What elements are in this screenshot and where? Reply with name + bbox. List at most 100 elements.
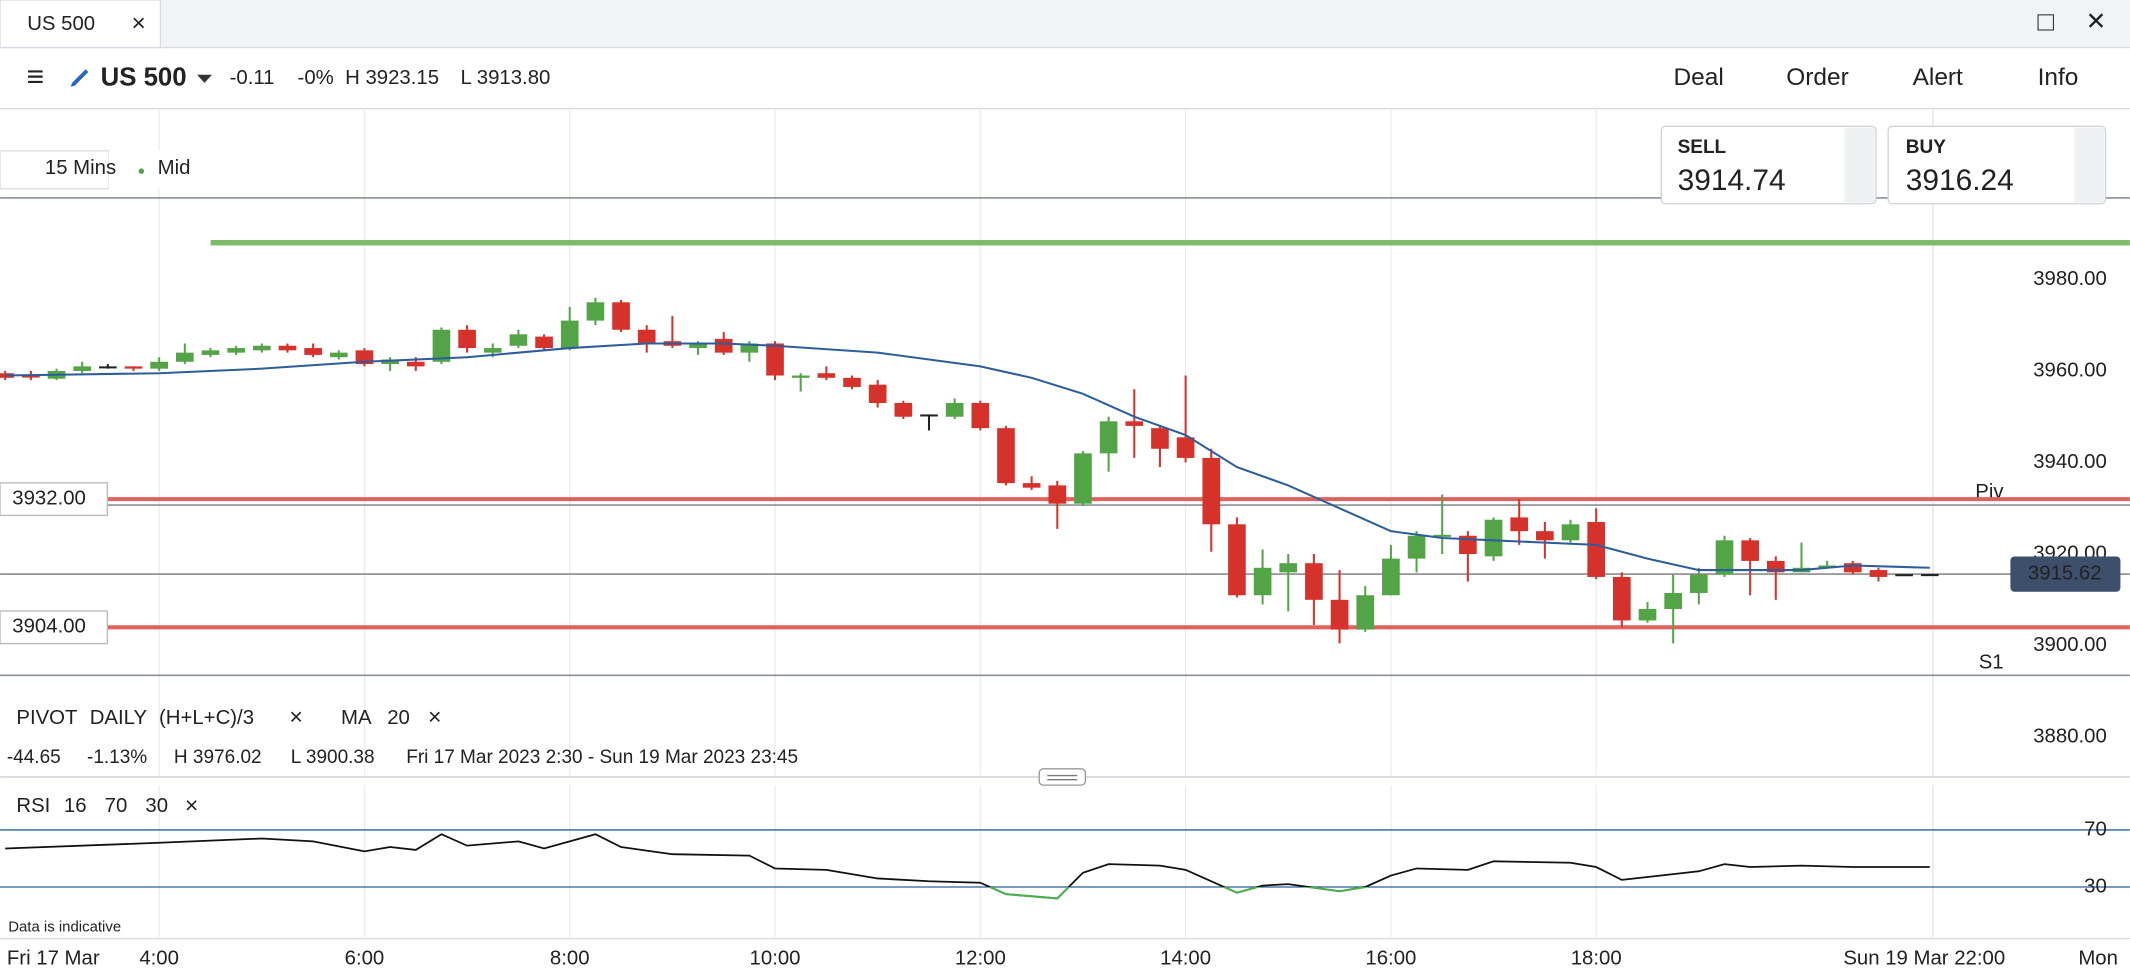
legend-box	[0, 150, 110, 190]
alert-box	[0, 482, 109, 517]
candle-body	[1433, 534, 1452, 537]
candle-body	[1869, 570, 1888, 577]
candle-body	[1202, 457, 1221, 525]
candle-body	[791, 375, 810, 378]
sell-price[interactable]: 3914.74	[1678, 164, 1786, 197]
candle-body	[1228, 524, 1246, 596]
last-price-label: 3915.62	[2028, 562, 2102, 584]
candle-body	[1484, 519, 1503, 557]
buy-price[interactable]: 3916.24	[1906, 164, 2014, 197]
tab[interactable]	[0, 0, 162, 49]
ma-line	[5, 342, 1930, 572]
price-type[interactable]: Mid	[158, 157, 191, 179]
candle-body	[252, 345, 271, 351]
order-button[interactable]: Order	[1786, 64, 1848, 91]
candle-body	[766, 343, 784, 376]
interval[interactable]: 15 Mins	[45, 157, 116, 179]
sell-label[interactable]: SELL	[1678, 137, 1727, 158]
legend-dot	[138, 168, 145, 174]
candle-body	[22, 375, 40, 378]
rsi-upper: 70	[105, 795, 128, 817]
disclaimer: Data is indicative	[8, 919, 121, 936]
candle-body	[1407, 535, 1426, 559]
x-tick-label: 12:00	[955, 947, 1006, 969]
remove-ma[interactable]: ×	[428, 704, 441, 730]
instrument[interactable]: US 500	[101, 64, 187, 92]
instrument-dropdown[interactable]	[197, 74, 212, 83]
candle-body	[1022, 483, 1041, 488]
session-low: L 3913.80	[461, 67, 551, 89]
rsi-label: RSI	[16, 795, 50, 817]
start-date: Fri 17 Mar	[7, 947, 100, 969]
candle-body	[817, 373, 836, 378]
weekend-label: Sun 19 Mar 22:00	[1843, 947, 2005, 969]
menu-button[interactable]: ≡	[27, 61, 44, 94]
rsi-oversold-line	[987, 886, 1368, 900]
candle-body	[1279, 563, 1298, 573]
candle-body	[920, 414, 938, 417]
candle-body	[1305, 563, 1323, 600]
x-tick-label: 10:00	[750, 947, 801, 969]
candle-body	[894, 402, 913, 417]
buy-strip	[2074, 127, 2105, 203]
range-change: -44.65	[7, 747, 61, 768]
candle-body	[1330, 599, 1349, 630]
candle-body	[150, 361, 168, 369]
tab-bar	[0, 0, 2130, 48]
candle-body	[1766, 560, 1785, 573]
ma-length: 20	[387, 707, 410, 729]
rsi-line	[5, 833, 1930, 900]
candle-body	[381, 359, 399, 365]
alert-button[interactable]: Alert	[1913, 64, 1963, 91]
rsi-length: 16	[64, 795, 87, 817]
candle-body	[278, 345, 297, 351]
candle-body	[329, 352, 348, 358]
sell-box[interactable]	[1660, 125, 1877, 205]
ma-label: MA	[341, 707, 372, 729]
candle-body	[714, 338, 733, 353]
candle-body	[406, 361, 425, 367]
remove-rsi[interactable]: ×	[185, 792, 198, 818]
candle-body	[868, 384, 887, 403]
candle-body	[1356, 595, 1375, 630]
candle-body	[73, 366, 92, 371]
candle-body	[612, 302, 630, 330]
rsi-lower: 30	[145, 795, 168, 817]
candle-body	[1741, 540, 1759, 561]
candle-body	[201, 350, 220, 355]
close-button[interactable]: ✕	[2086, 9, 2106, 36]
change: -0.11	[230, 67, 275, 89]
candle-body	[1382, 558, 1400, 596]
candle-body	[535, 336, 553, 349]
info-button[interactable]: Info	[2038, 64, 2079, 91]
x-tick-label: 16:00	[1365, 947, 1416, 969]
remove-pivot[interactable]: ×	[289, 704, 302, 730]
buy-box[interactable]	[1887, 125, 2107, 205]
rsi-level-label: 30	[2084, 875, 2107, 897]
candle-body	[1895, 574, 1913, 577]
candle-body	[1151, 428, 1169, 449]
candle-body	[1176, 437, 1195, 458]
candle-body	[1561, 524, 1580, 541]
candle-body	[1587, 522, 1606, 577]
y-tick-label: 3980.00	[2033, 268, 2107, 290]
y-tick-label: 3900.00	[2033, 634, 2107, 656]
tab-close[interactable]: ×	[131, 10, 145, 37]
edit-icon[interactable]	[70, 69, 89, 87]
buy-label[interactable]: BUY	[1906, 137, 1946, 158]
x-tick-label: 18:00	[1571, 947, 1622, 969]
y-tick-label: 3960.00	[2033, 359, 2107, 381]
rsi-level-label: 70	[2084, 818, 2107, 840]
tab-title[interactable]: US 500	[27, 13, 95, 35]
maximize-button[interactable]: □	[2038, 5, 2055, 36]
candle-body	[1613, 576, 1631, 621]
candle-body	[560, 320, 579, 349]
candle-body	[304, 348, 322, 355]
candle-body	[997, 428, 1015, 484]
deal-button[interactable]: Deal	[1674, 64, 1724, 91]
range-high: H 3976.02	[174, 747, 262, 768]
candle-body	[1048, 485, 1067, 504]
last-price-badge	[2010, 556, 2121, 592]
candle-body	[637, 329, 656, 344]
resize-handle[interactable]	[1038, 768, 1087, 786]
